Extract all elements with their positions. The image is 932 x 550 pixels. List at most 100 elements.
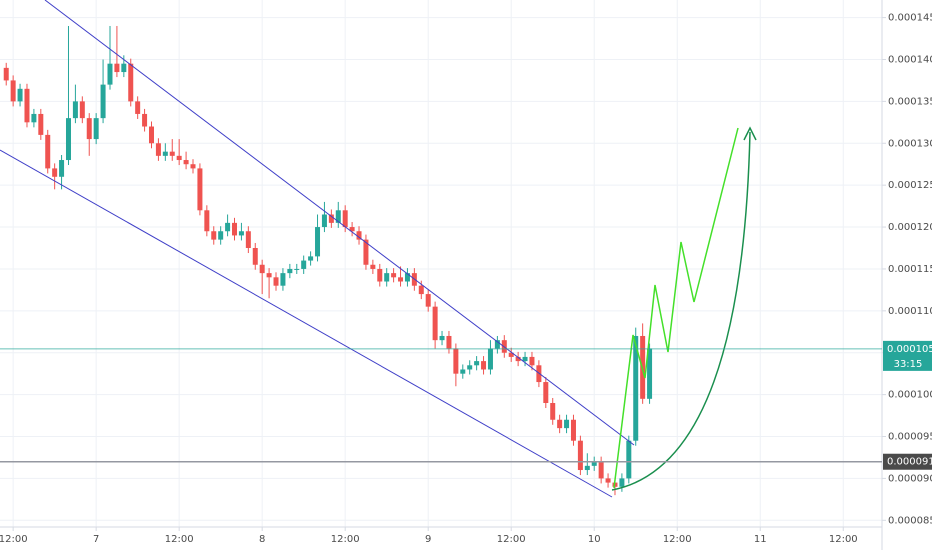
candle-body	[273, 277, 279, 286]
x-tick-label: 12:00	[0, 534, 28, 545]
candle-body	[93, 118, 99, 140]
candle-body	[418, 285, 424, 295]
candle-body	[59, 160, 65, 177]
candle-body	[543, 382, 549, 403]
candle-body	[72, 101, 78, 119]
x-tick-label: 12:00	[497, 534, 526, 545]
candle-body	[148, 126, 154, 144]
y-tick-label: 0.00013000	[888, 138, 932, 149]
candle-body	[86, 118, 92, 140]
candle-body	[176, 155, 182, 161]
x-tick-label: 10	[588, 534, 601, 545]
candle-body	[453, 348, 459, 374]
candle-body	[515, 356, 521, 362]
y-tick-label: 0.00011000	[888, 306, 932, 317]
candle-body	[370, 264, 376, 269]
candle-body	[301, 260, 307, 269]
candle-body	[377, 268, 383, 282]
countdown-label: 33:15	[894, 359, 923, 370]
candle-body	[557, 419, 563, 429]
candle-body	[522, 356, 528, 362]
candles	[3, 25, 653, 496]
candle-body	[128, 63, 134, 102]
candle-body	[570, 419, 576, 441]
candle-body	[24, 88, 30, 123]
candle-body	[17, 88, 23, 102]
trendline	[44, 0, 635, 446]
y-tick-label: 0.00012500	[888, 180, 932, 191]
y-tick-label: 0.00008500	[888, 515, 932, 526]
candle-body	[335, 210, 341, 223]
y-tick-label: 0.00011500	[888, 264, 932, 275]
candle-body	[398, 277, 404, 282]
candle-body	[65, 118, 71, 161]
projection-curve	[611, 131, 751, 491]
candle-body	[252, 248, 258, 265]
candle-body	[183, 160, 189, 165]
candle-body	[605, 478, 611, 483]
candle-body	[349, 227, 355, 232]
candle-body	[342, 210, 348, 228]
candle-body	[45, 134, 51, 169]
candle-body	[529, 356, 535, 366]
candle-body	[564, 419, 570, 429]
candle-body	[142, 113, 148, 127]
candle-body	[155, 143, 161, 156]
candle-body	[38, 113, 44, 135]
candle-body	[107, 63, 113, 85]
current-price-label: 0.00010546	[887, 344, 932, 355]
candle-body	[280, 273, 286, 286]
candle-body	[550, 403, 556, 420]
current-price-box	[883, 340, 932, 371]
candle-body	[626, 440, 632, 479]
drawings	[0, 0, 757, 498]
candle-body	[439, 335, 445, 341]
candle-body	[135, 101, 141, 114]
candle-body	[238, 231, 244, 236]
candle-body	[446, 335, 452, 349]
candle-body	[100, 84, 106, 119]
x-tick-label: 12:00	[663, 534, 692, 545]
candle-body	[245, 231, 251, 248]
y-tick-label: 0.00013500	[888, 96, 932, 107]
candle-body	[225, 222, 231, 232]
candle-body	[508, 352, 514, 357]
trendline	[0, 149, 613, 498]
x-tick-label: 9	[425, 534, 431, 545]
candle-body	[584, 465, 590, 471]
candle-body	[3, 67, 9, 81]
candle-body	[591, 461, 597, 466]
candle-body	[619, 478, 625, 487]
candle-body	[598, 461, 604, 479]
candle-body	[481, 361, 487, 370]
x-tick-label: 12:00	[829, 534, 858, 545]
candle-body	[190, 164, 196, 169]
candle-body	[391, 273, 397, 278]
candle-body	[460, 369, 466, 374]
x-tick-label: 7	[93, 534, 99, 545]
x-tick-label: 12:00	[165, 534, 194, 545]
candle-body	[384, 273, 390, 282]
candle-body	[211, 231, 217, 240]
candle-body	[425, 294, 431, 307]
y-tick-label: 0.00009000	[888, 473, 932, 484]
candle-body	[79, 101, 85, 119]
grid	[0, 0, 882, 527]
candle-body	[294, 268, 300, 270]
candle-body	[487, 348, 493, 370]
candle-body	[315, 227, 321, 257]
candle-body	[218, 231, 224, 240]
candle-body	[328, 214, 334, 223]
y-tick-label: 0.00014000	[888, 54, 932, 65]
candle-body	[197, 168, 203, 211]
y-tick-label: 0.00012000	[888, 222, 932, 233]
candle-body	[266, 273, 272, 278]
x-tick-label: 12:00	[331, 534, 360, 545]
y-tick-label: 0.00014500	[888, 13, 932, 24]
candle-body	[494, 340, 500, 349]
x-tick-label: 8	[259, 534, 265, 545]
candle-body	[121, 63, 127, 73]
candle-body	[204, 210, 210, 232]
candle-body	[647, 348, 653, 399]
